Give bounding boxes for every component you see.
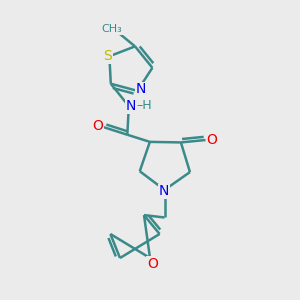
Text: N: N bbox=[159, 184, 169, 198]
Text: N: N bbox=[126, 99, 136, 113]
Text: O: O bbox=[92, 119, 104, 133]
Text: O: O bbox=[207, 133, 218, 147]
Text: O: O bbox=[147, 257, 158, 271]
Text: S: S bbox=[103, 49, 112, 63]
Text: N: N bbox=[135, 82, 146, 96]
Text: –H: –H bbox=[136, 99, 152, 112]
Text: CH₃: CH₃ bbox=[102, 24, 122, 34]
